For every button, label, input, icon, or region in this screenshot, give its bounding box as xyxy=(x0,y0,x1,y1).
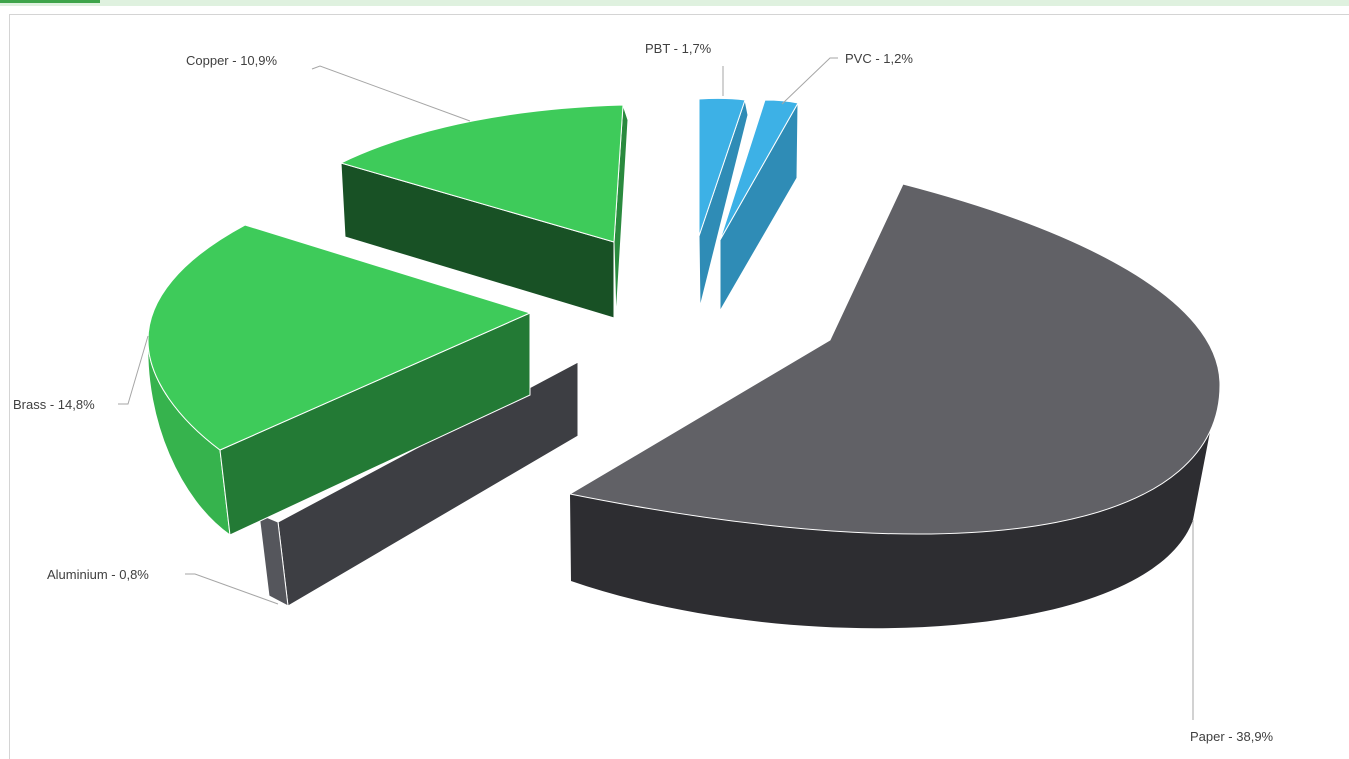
pie-slice-brass[interactable] xyxy=(147,224,532,537)
pie-slice-pbt[interactable] xyxy=(698,97,749,308)
leader-line-aluminium xyxy=(185,573,279,605)
pie-slice-pvc[interactable] xyxy=(719,99,799,313)
pie-slice-paper-side xyxy=(570,380,1220,629)
chart-frame xyxy=(9,14,1349,759)
pie-slice-brass-top xyxy=(147,224,532,451)
data-label-copper: Copper - 10,9% xyxy=(186,53,277,68)
pie-slice-pbt-top xyxy=(698,97,746,237)
pie-slice-paper-top xyxy=(568,183,1221,535)
pie-slice-copper-top xyxy=(339,104,624,243)
top-accent-segment xyxy=(0,0,100,3)
pie-slice-copper[interactable] xyxy=(339,104,629,319)
data-label-pvc: PVC - 1,2% xyxy=(845,51,913,66)
data-label-paper: Paper - 38,9% xyxy=(1190,729,1274,744)
leader-line-brass xyxy=(118,335,149,405)
pie-slice-pvc-top xyxy=(719,99,799,241)
data-label-brass: Brass - 14,8% xyxy=(13,397,95,412)
top-accent-bar xyxy=(0,0,1349,6)
data-label-pbt: PBT - 1,7% xyxy=(645,41,712,56)
data-label-aluminium: Aluminium - 0,8% xyxy=(47,567,149,582)
leader-line-pvc xyxy=(781,57,838,105)
leader-line-copper xyxy=(311,65,471,122)
pie-slice-aluminium-end xyxy=(258,513,289,607)
pie-slice-paper[interactable] xyxy=(568,183,1221,629)
